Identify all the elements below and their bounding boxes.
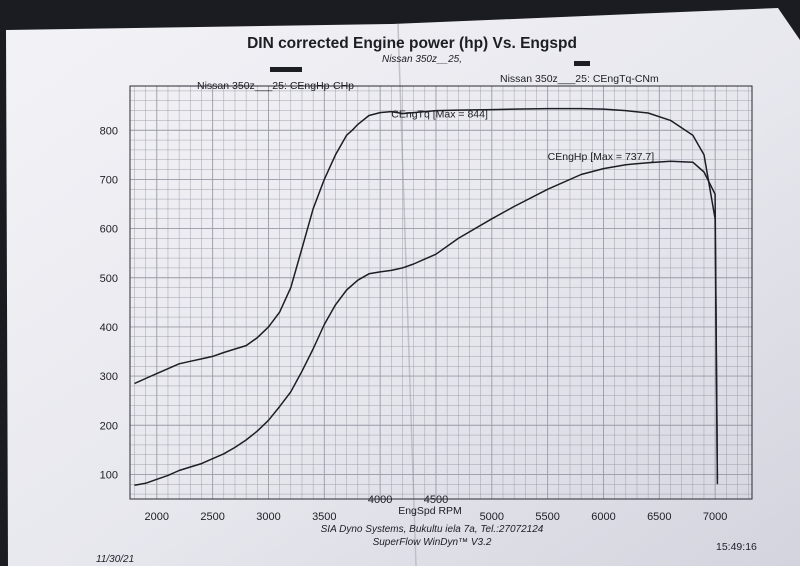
series-line-cenghp [134, 160, 719, 486]
x-tick-label: 6500 [647, 511, 671, 523]
legend-hp: Nissan 350z___25: CEngHp-CHp [197, 80, 354, 92]
y-tick-label: 500 [100, 273, 118, 285]
x-tick-label: 2500 [200, 511, 224, 523]
footer-date: 11/30/21 [96, 554, 134, 565]
legend-marker-tq [574, 61, 590, 66]
y-tick-label: 300 [100, 371, 118, 383]
x-tick-label: 6000 [591, 511, 615, 523]
series-annotation-cengtq: CEngTq [Max = 844] [391, 108, 488, 120]
legend-marker-hp [270, 67, 302, 72]
footer-software: SuperFlow WinDyn™ V3.2 [373, 537, 492, 548]
plot-frame [129, 85, 753, 500]
footer-company: SIA Dyno Systems, Bukultu iela 7a, Tel.:… [321, 524, 544, 535]
x-axis-ticks: 2000 2500 3000 3500 4000 4500 5000 5500 6000 6500… [145, 494, 728, 523]
x-tick-label: 3500 [312, 511, 336, 523]
plot-grid [130, 86, 752, 499]
y-tick-label: 100 [100, 469, 118, 481]
x-tick-label: 4500 [424, 494, 448, 506]
x-tick-label: 7000 [703, 511, 727, 523]
footer-time: 15:49:16 [716, 541, 757, 553]
legend-tq: Nissan 350z___25: CEngTq-CNm [500, 73, 659, 85]
x-tick-label: 5500 [535, 511, 559, 523]
y-tick-label: 700 [100, 174, 118, 186]
series-line-cengtq [134, 107, 719, 480]
y-tick-label: 800 [100, 125, 118, 137]
chart-subtitle: Nissan 350z__25, [382, 54, 462, 65]
y-axis-ticks: 100 200 300 400 500 600 700 800 [100, 125, 118, 481]
y-tick-label: 200 [100, 420, 118, 432]
y-tick-label: 400 [100, 322, 118, 334]
series-layer: CEngTq [Max = 844] CEngHp [Max = 737.7] [134, 107, 719, 486]
y-tick-label: 600 [100, 224, 118, 236]
x-tick-label: 3000 [256, 511, 280, 523]
x-tick-label: 5000 [480, 511, 504, 523]
paper-fold [397, 23, 417, 566]
x-axis-label: EngSpd RPM [398, 505, 462, 517]
paper-sheet [6, 8, 800, 566]
series-annotation-cenghp: CEngHp [Max = 737.7] [548, 151, 655, 163]
x-tick-label: 4000 [368, 494, 392, 506]
chart-title: DIN corrected Engine power (hp) Vs. Engs… [247, 35, 577, 52]
x-tick-label: 2000 [145, 511, 169, 523]
